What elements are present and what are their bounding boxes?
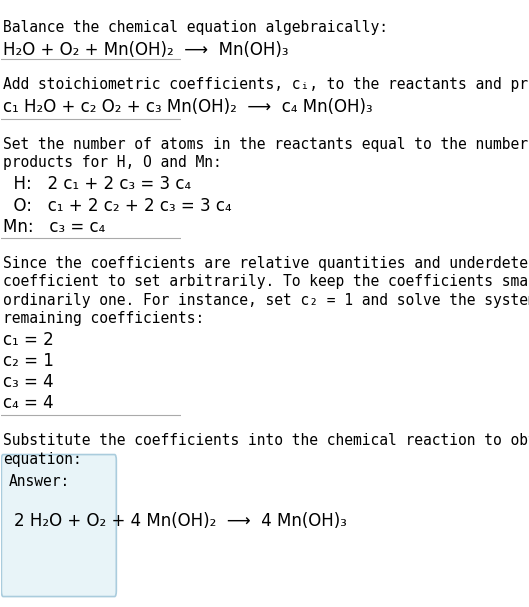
Text: Since the coefficients are relative quantities and underdetermined, choose a: Since the coefficients are relative quan… [3, 256, 529, 271]
Text: c₄ = 4: c₄ = 4 [3, 394, 54, 412]
Text: coefficient to set arbitrarily. To keep the coefficients small, the arbitrary va: coefficient to set arbitrarily. To keep … [3, 274, 529, 290]
Text: products for H, O and Mn:: products for H, O and Mn: [3, 155, 222, 171]
Text: ordinarily one. For instance, set c₂ = 1 and solve the system of equations for t: ordinarily one. For instance, set c₂ = 1… [3, 293, 529, 308]
Text: Add stoichiometric coefficients, cᵢ, to the reactants and products:: Add stoichiometric coefficients, cᵢ, to … [3, 77, 529, 92]
Text: c₃ = 4: c₃ = 4 [3, 373, 54, 391]
Text: 2 H₂O + O₂ + 4 Mn(OH)₂  ⟶  4 Mn(OH)₃: 2 H₂O + O₂ + 4 Mn(OH)₂ ⟶ 4 Mn(OH)₃ [14, 512, 347, 530]
Text: c₁ = 2: c₁ = 2 [3, 331, 54, 348]
Text: Substitute the coefficients into the chemical reaction to obtain the balanced: Substitute the coefficients into the che… [3, 433, 529, 449]
Text: H:   2 c₁ + 2 c₃ = 3 c₄: H: 2 c₁ + 2 c₃ = 3 c₄ [3, 175, 191, 194]
Text: c₁ H₂O + c₂ O₂ + c₃ Mn(OH)₂  ⟶  c₄ Mn(OH)₃: c₁ H₂O + c₂ O₂ + c₃ Mn(OH)₂ ⟶ c₄ Mn(OH)₃ [3, 98, 373, 116]
Text: remaining coefficients:: remaining coefficients: [3, 311, 204, 326]
Text: O:   c₁ + 2 c₂ + 2 c₃ = 3 c₄: O: c₁ + 2 c₂ + 2 c₃ = 3 c₄ [3, 197, 232, 215]
Text: Balance the chemical equation algebraically:: Balance the chemical equation algebraica… [3, 19, 388, 35]
Text: c₂ = 1: c₂ = 1 [3, 352, 54, 370]
Text: H₂O + O₂ + Mn(OH)₂  ⟶  Mn(OH)₃: H₂O + O₂ + Mn(OH)₂ ⟶ Mn(OH)₃ [3, 41, 289, 59]
Text: Set the number of atoms in the reactants equal to the number of atoms in the: Set the number of atoms in the reactants… [3, 137, 529, 152]
FancyBboxPatch shape [2, 455, 116, 597]
Text: Answer:: Answer: [8, 474, 70, 489]
Text: equation:: equation: [3, 452, 82, 467]
Text: Mn:   c₃ = c₄: Mn: c₃ = c₄ [3, 219, 105, 236]
